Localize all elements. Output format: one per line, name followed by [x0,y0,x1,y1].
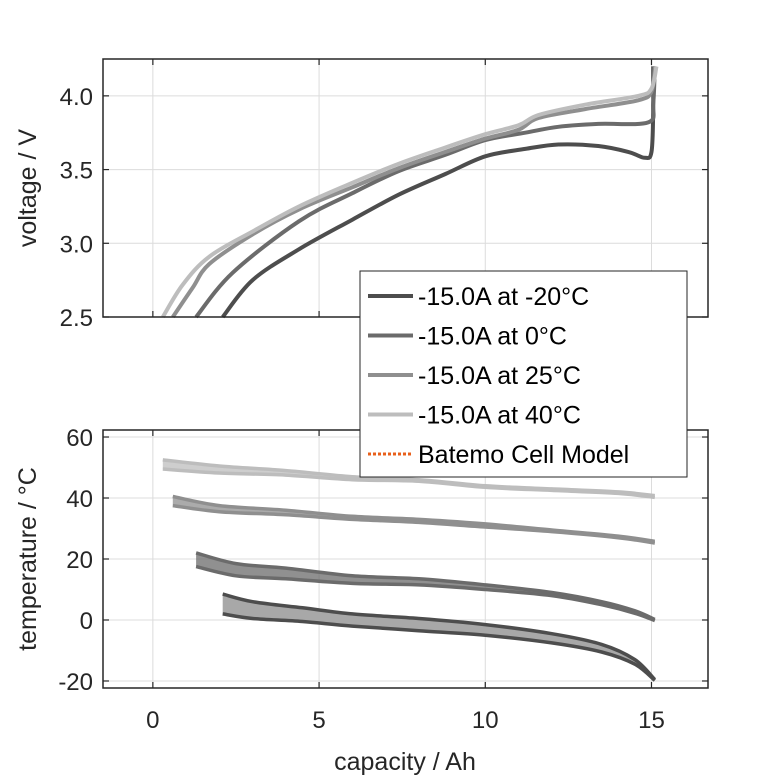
x-tick-label: 15 [638,707,665,734]
temperature-axis-label: temperature / °C [14,467,42,651]
x-tick-label: 10 [472,707,499,734]
y-tick-label: 40 [66,486,93,513]
y-tick-label: 0 [80,608,93,635]
voltage-axes: 2.5 3.0 3.5 4.0 voltage / V [14,58,709,332]
y-tick-label: -20 [58,669,93,696]
x-tick-label: 5 [312,707,325,734]
voltage-line-series-0 [221,66,656,319]
voltage-line-series-3 [161,65,659,319]
voltage-axis-label: voltage / V [14,129,42,247]
y-tick-label: 60 [66,425,93,452]
x-tick-label: 0 [146,707,159,734]
legend: -15.0A at -20°C -15.0A at 0°C -15.0A at 25… [359,270,688,478]
legend-label-4: Batemo Cell Model [418,441,629,469]
y-tick-label: 20 [66,547,93,574]
temperature-lower-line-series-2 [195,564,656,623]
voltage-ticks: 2.5 3.0 3.5 4.0 [60,59,708,332]
legend-label-0: -15.0A at -20°C [418,283,589,311]
legend-label-1: -15.0A at 0°C [418,323,567,351]
voltage-series [161,65,659,319]
temperature-band-series-3 [222,594,655,681]
temperature-series [162,458,657,682]
legend-label-2: -15.0A at 25°C [418,362,581,390]
legend-label-3: -15.0A at 40°C [418,402,581,430]
capacity-axis-label: capacity / Ah [334,748,476,776]
y-tick-label: 3.0 [60,231,93,258]
temperature-lower-line-series-0 [162,467,655,500]
y-tick-label: 3.5 [60,158,93,185]
temperature-axes: 0 5 10 15 -20 0 20 40 60 temperature / °C capaci… [14,425,709,776]
temperature-lower-line-series-3 [222,612,656,682]
temperature-upper-line-series-3 [222,592,657,681]
y-tick-label: 4.0 [60,84,93,111]
legend-box [359,270,688,478]
temperature-lower-line-series-1 [172,503,656,545]
temperature-upper-line-series-2 [195,551,656,622]
voltage-line-series-2 [171,66,657,319]
y-tick-label: 2.5 [60,305,93,332]
temperature-ticks: 0 5 10 15 -20 0 20 40 60 [58,425,708,734]
